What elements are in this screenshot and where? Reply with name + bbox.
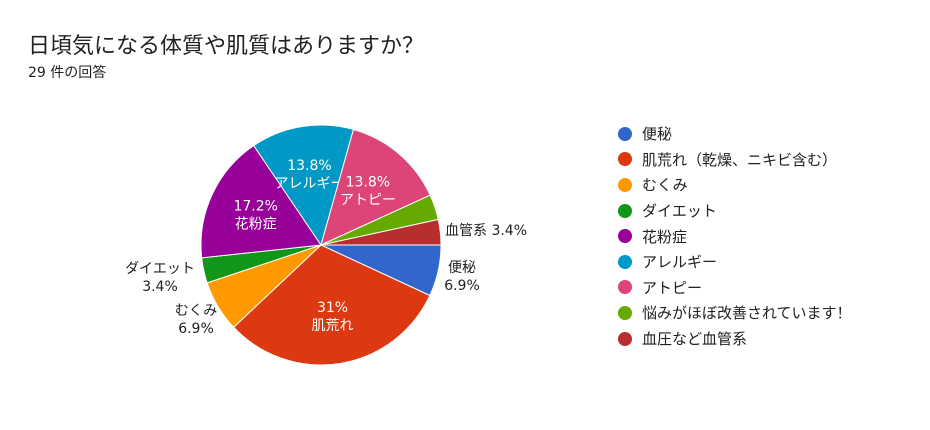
legend-label-8: 血圧など血管系 xyxy=(642,330,748,349)
legend-swatch-3 xyxy=(618,203,632,218)
pie-slice-4[interactable] xyxy=(200,144,322,259)
pie-slice-5[interactable] xyxy=(253,124,355,247)
pie-slice-6[interactable] xyxy=(320,128,431,246)
pie-slice-1[interactable] xyxy=(232,244,431,366)
legend-item-5[interactable]: アレルギー xyxy=(618,249,852,275)
legend-item-3[interactable]: ダイエット xyxy=(618,198,852,224)
slice-label-6: 13.8%アトピー xyxy=(340,174,396,208)
response-count: 29 件の回答 xyxy=(28,65,107,81)
question-title: 日頃気になる体質や肌質はありますか？ xyxy=(28,34,425,59)
slice-label-5: 13.8%アレルギー xyxy=(274,158,344,192)
slice-label-4: 17.2%花粉症 xyxy=(233,199,277,233)
legend-item-0[interactable]: 便秘 xyxy=(618,121,852,147)
chart-legend: 便秘肌荒れ（乾燥、ニキビ含む） むくみダイエット花粉症アレルギーアトピー悩みがほぼ… xyxy=(618,121,852,351)
legend-swatch-8 xyxy=(618,331,632,346)
slice-label-2: むくみ 6.9% xyxy=(175,303,218,337)
legend-label-6: アトピー xyxy=(642,278,703,297)
legend-label-3: ダイエット xyxy=(642,202,717,221)
slice-label-0: 便秘 6.9% xyxy=(444,260,480,294)
slice-label-3: ダイエット 3.4% xyxy=(125,261,195,295)
legend-swatch-2 xyxy=(618,177,632,192)
legend-item-6[interactable]: アトピー xyxy=(618,275,852,301)
legend-swatch-6 xyxy=(618,280,632,295)
legend-label-0: 便秘 xyxy=(642,125,673,144)
legend-item-2[interactable]: むくみ xyxy=(618,172,852,198)
legend-label-2: むくみ xyxy=(642,176,688,195)
legend-label-1: 肌荒れ（乾燥、ニキビ含む） xyxy=(642,150,838,169)
legend-swatch-1 xyxy=(618,152,632,167)
slice-label-1: 31%肌荒れ xyxy=(312,300,354,334)
legend-label-4: 花粉症 xyxy=(642,227,688,246)
legend-label-5: アレルギー xyxy=(642,253,718,272)
pie-slice-8[interactable] xyxy=(320,218,442,246)
legend-swatch-4 xyxy=(618,229,632,244)
legend-item-8[interactable]: 血圧など血管系 xyxy=(618,326,852,352)
legend-item-7[interactable]: 悩みがほぼ改善されています！ xyxy=(618,300,852,326)
slice-label-8: 血管系 3.4% xyxy=(445,223,527,239)
legend-label-7: 悩みがほぼ改善されています！ xyxy=(642,304,852,323)
legend-swatch-0 xyxy=(618,126,632,141)
legend-item-4[interactable]: 花粉症 xyxy=(618,223,852,249)
legend-item-1[interactable]: 肌荒れ（乾燥、ニキビ含む） xyxy=(618,147,852,173)
legend-swatch-7 xyxy=(618,305,632,320)
legend-swatch-5 xyxy=(618,254,632,269)
